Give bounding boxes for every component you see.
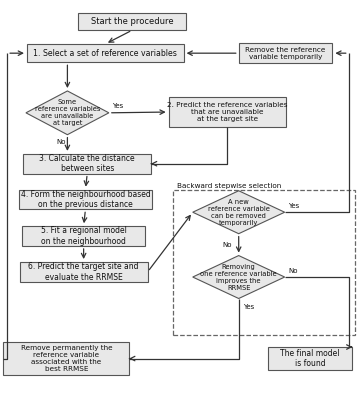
Text: 3. Calculate the distance
between sites: 3. Calculate the distance between sites (39, 154, 135, 174)
FancyBboxPatch shape (22, 226, 145, 246)
Text: Yes: Yes (288, 203, 299, 209)
FancyBboxPatch shape (169, 97, 286, 127)
FancyBboxPatch shape (268, 347, 353, 370)
Text: 4. Form the neighbourhood based
on the previous distance: 4. Form the neighbourhood based on the p… (21, 190, 150, 209)
Text: 5. Fit a regional model
on the neighbourhood: 5. Fit a regional model on the neighbour… (41, 226, 127, 246)
FancyBboxPatch shape (78, 13, 186, 30)
Text: Yes: Yes (243, 304, 254, 310)
FancyBboxPatch shape (239, 43, 332, 63)
Polygon shape (26, 91, 109, 135)
Text: No: No (288, 268, 298, 274)
FancyBboxPatch shape (27, 44, 184, 62)
FancyBboxPatch shape (3, 342, 130, 375)
FancyBboxPatch shape (20, 262, 148, 282)
Text: 2. Predict the reference variables
that are unavailable
at the target site: 2. Predict the reference variables that … (167, 102, 287, 122)
Text: No: No (56, 139, 66, 145)
FancyBboxPatch shape (19, 190, 152, 209)
Text: The final model
is found: The final model is found (280, 349, 340, 368)
Text: A new
reference variable
can be removed
temporarily: A new reference variable can be removed … (208, 199, 270, 226)
Text: 1. Select a set of reference variables: 1. Select a set of reference variables (33, 49, 177, 58)
Polygon shape (193, 191, 285, 234)
FancyBboxPatch shape (23, 154, 151, 174)
Text: 6. Predict the target site and
evaluate the RRMSE: 6. Predict the target site and evaluate … (28, 262, 139, 282)
Text: Removing
one reference variable
improves the
RRMSE: Removing one reference variable improves… (201, 263, 277, 290)
Text: Start the procedure: Start the procedure (91, 17, 174, 26)
Text: Yes: Yes (113, 103, 124, 109)
Text: Remove the reference
variable temporarily: Remove the reference variable temporaril… (245, 47, 326, 60)
Text: Remove permanently the
reference variable
associated with the
best RRMSE: Remove permanently the reference variabl… (21, 345, 112, 372)
Text: Backward stepwise selection: Backward stepwise selection (177, 183, 282, 189)
Polygon shape (193, 256, 285, 298)
Text: Some
reference variables
are unavailable
at target: Some reference variables are unavailable… (35, 99, 100, 126)
Text: No: No (223, 242, 232, 248)
